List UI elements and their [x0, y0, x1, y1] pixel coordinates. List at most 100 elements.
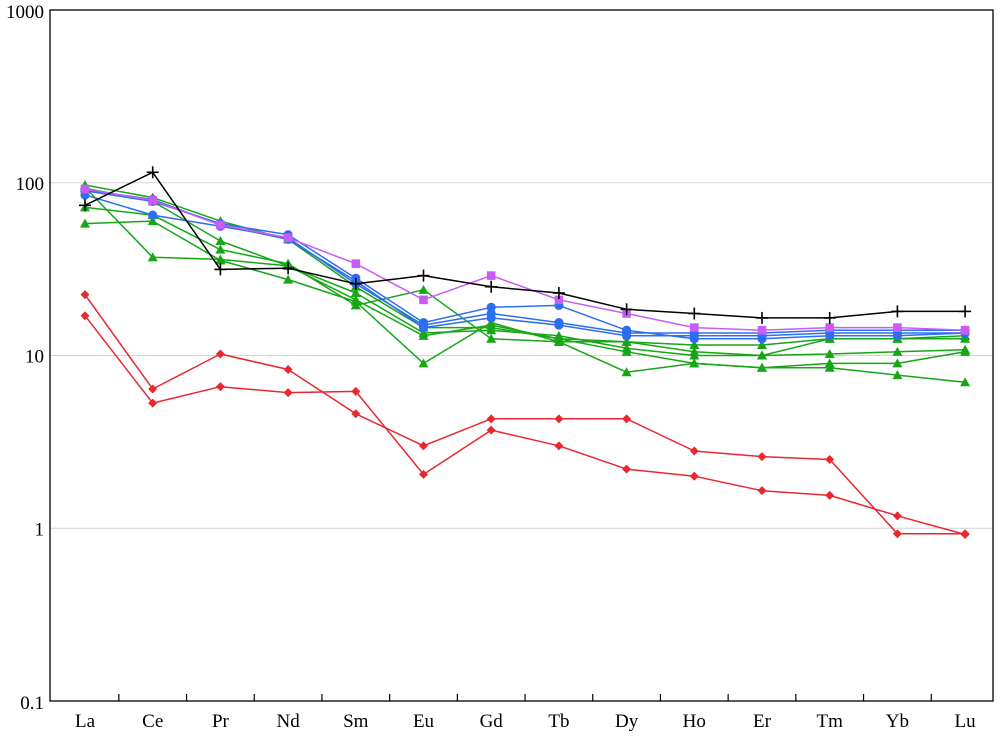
- data-point-diamond: [419, 469, 428, 479]
- data-point-square: [893, 323, 902, 332]
- data-point-diamond: [351, 386, 361, 396]
- data-point-plus: [485, 280, 498, 293]
- grid-layer: [50, 182, 993, 529]
- data-point-plus: [756, 311, 768, 324]
- data-point-triangle: [689, 340, 700, 350]
- data-point-diamond: [622, 414, 632, 424]
- data-point-circle: [418, 323, 429, 333]
- data-point-diamond: [892, 529, 902, 539]
- data-point-triangle: [486, 325, 497, 335]
- x-tick-label: Tb: [548, 711, 569, 732]
- data-point-triangle: [350, 296, 361, 306]
- data-point-diamond: [215, 349, 225, 359]
- data-point-plus: [349, 277, 362, 290]
- data-point-triangle: [147, 252, 158, 262]
- y-tick-label: 1: [35, 519, 45, 540]
- data-point-triangle: [418, 284, 429, 294]
- data-point-plus: [214, 263, 227, 276]
- data-point-plus: [823, 311, 836, 324]
- data-point-diamond: [825, 490, 835, 500]
- x-tick-label: Nd: [276, 711, 300, 732]
- x-tick-label: Eu: [413, 711, 435, 732]
- y-tick-label: 0.1: [20, 693, 44, 714]
- data-point-plus: [620, 303, 633, 316]
- data-point-plus: [146, 166, 159, 179]
- data-point-square: [419, 295, 428, 305]
- x-tick-label: Tm: [817, 711, 844, 732]
- data-point-triangle: [757, 350, 767, 360]
- data-point-diamond: [554, 414, 564, 424]
- data-point-diamond: [486, 425, 496, 435]
- data-point-square: [486, 271, 496, 280]
- tick-layer: 0.1 1 10 100 1000 La Ce Pr Nd Sm Eu Gd Tb Dy Ho Er Tm Yb L…: [6, 2, 976, 732]
- series-6: [80, 216, 971, 368]
- data-point-square: [351, 259, 361, 268]
- series-line: [84, 188, 966, 332]
- x-tick-label: Lu: [955, 711, 977, 732]
- data-point-triangle: [350, 288, 361, 298]
- x-tick-label: La: [75, 711, 96, 732]
- data-point-triangle: [486, 333, 497, 343]
- data-point-diamond: [80, 311, 90, 321]
- x-tick-label: Pr: [212, 711, 230, 732]
- data-point-triangle: [960, 333, 971, 343]
- data-point-square: [283, 233, 293, 243]
- data-point-diamond: [486, 414, 496, 424]
- y-tick-label: 1000: [6, 2, 44, 23]
- series-3: [80, 180, 971, 350]
- data-point-triangle: [418, 327, 429, 337]
- data-point-triangle: [892, 370, 903, 380]
- x-tick-label: Gd: [480, 711, 504, 732]
- data-point-plus: [688, 307, 701, 320]
- series-5: [80, 202, 971, 387]
- plot-frame: [49, 9, 994, 702]
- series-12: [79, 166, 972, 324]
- data-point-circle: [148, 210, 158, 220]
- data-point-triangle: [621, 336, 632, 346]
- data-point-triangle: [80, 218, 90, 228]
- data-point-triangle: [824, 349, 835, 359]
- data-point-square: [757, 325, 767, 335]
- data-point-diamond: [689, 446, 699, 456]
- series-4: [80, 183, 971, 372]
- data-point-plus: [959, 305, 972, 318]
- data-point-diamond: [960, 530, 970, 540]
- data-point-diamond: [757, 452, 767, 462]
- data-point-diamond: [554, 441, 564, 451]
- data-point-triangle: [621, 367, 632, 377]
- data-point-plus: [282, 262, 295, 275]
- data-point-diamond: [622, 464, 632, 474]
- data-point-circle: [554, 320, 564, 330]
- data-point-triangle: [757, 340, 767, 350]
- data-point-triangle: [621, 343, 632, 353]
- data-point-diamond: [283, 364, 293, 374]
- data-point-triangle: [215, 244, 226, 254]
- x-tick-label: Yb: [886, 711, 909, 732]
- data-point-triangle: [960, 377, 971, 387]
- series-2: [80, 311, 970, 540]
- data-point-square: [825, 323, 834, 332]
- data-point-diamond: [215, 382, 225, 392]
- y-tick-label: 10: [25, 347, 44, 368]
- data-point-diamond: [148, 398, 158, 408]
- data-point-plus: [417, 269, 430, 282]
- x-tick-label: Er: [753, 711, 772, 732]
- data-point-triangle: [824, 362, 835, 372]
- x-tick-label: Dy: [615, 711, 639, 732]
- data-point-diamond: [419, 441, 428, 451]
- series-line: [84, 194, 966, 334]
- series-line: [84, 294, 966, 535]
- data-point-triangle: [553, 336, 564, 346]
- data-point-triangle: [283, 274, 294, 284]
- data-point-diamond: [80, 290, 90, 300]
- data-point-diamond: [825, 455, 835, 465]
- data-point-triangle: [215, 254, 226, 264]
- data-point-triangle: [892, 346, 903, 356]
- data-point-diamond: [757, 486, 767, 496]
- series-1: [80, 290, 970, 539]
- data-point-circle: [622, 331, 632, 341]
- data-point-triangle: [689, 350, 700, 360]
- series-line: [84, 189, 966, 340]
- data-point-triangle: [553, 330, 564, 340]
- data-point-square: [80, 184, 90, 194]
